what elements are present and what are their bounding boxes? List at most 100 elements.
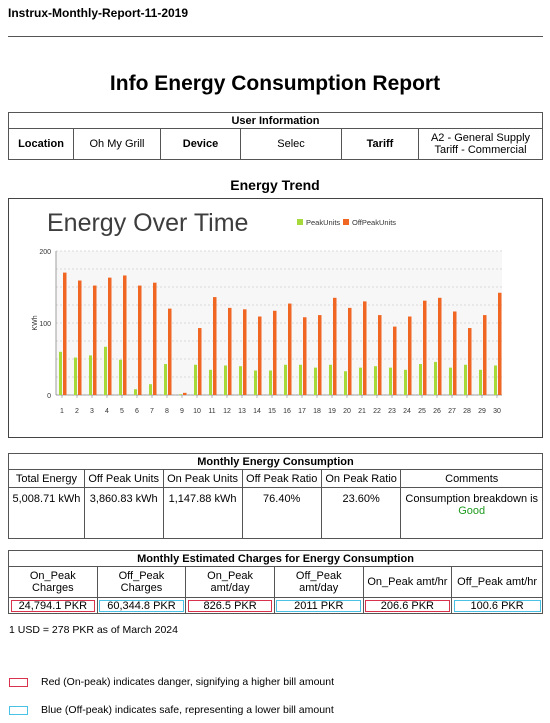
bar-off-peak-units xyxy=(378,315,382,395)
x-tick-label: 15 xyxy=(268,408,276,415)
x-tick-label: 4 xyxy=(105,408,109,415)
bar-off-peak-units xyxy=(183,392,187,395)
bar-peak-units xyxy=(449,367,452,395)
x-tick-label: 22 xyxy=(373,408,381,415)
charges-header-cell: On_Peak amt/hr xyxy=(362,566,453,598)
bar-peak-units xyxy=(269,370,272,395)
x-tick-label: 3 xyxy=(90,408,94,415)
on-peak-charges-value: 24,794.1 PKR xyxy=(8,597,98,614)
on-peak-amt-day-value: 826.5 PKR xyxy=(185,597,275,614)
monthly-header-cell: Off Peak Units xyxy=(83,469,164,488)
energy-over-time-chart: Energy Over Time PeakUnits OffPeakUnits 0 10… xyxy=(32,209,502,415)
bar-off-peak-units xyxy=(93,285,97,395)
x-tick-label: 27 xyxy=(448,408,456,415)
bar-off-peak-units xyxy=(318,315,322,395)
bar-peak-units xyxy=(299,364,302,395)
x-tick-label: 10 xyxy=(193,408,201,415)
user-information-table: User Information Location Oh My Grill De… xyxy=(8,112,543,160)
tariff-value: A2 - General Supply Tariff - Commercial xyxy=(418,128,543,160)
bar-off-peak-units xyxy=(63,272,67,395)
bar-off-peak-units xyxy=(363,301,367,395)
bar-peak-units xyxy=(314,367,317,395)
charges-header-cell: Off_Peak Charges xyxy=(96,566,187,598)
bar-peak-units xyxy=(74,357,77,395)
x-tick-label: 21 xyxy=(358,408,366,415)
bar-peak-units xyxy=(434,361,437,395)
y-tick-label: 100 xyxy=(39,321,51,328)
red-box-swatch xyxy=(9,677,28,687)
bar-peak-units xyxy=(59,351,62,395)
bar-peak-units xyxy=(254,370,257,395)
bar-peak-units xyxy=(179,394,182,395)
x-tick-label: 2 xyxy=(75,408,79,415)
monthly-consumption-table: Monthly Energy Consumption Total Energy … xyxy=(8,453,543,539)
monthly-header-cell: Off Peak Ratio xyxy=(241,469,322,488)
x-tick-label: 8 xyxy=(165,408,169,415)
x-tick-label: 12 xyxy=(223,408,231,415)
bar-peak-units xyxy=(239,366,242,395)
x-tick-label: 29 xyxy=(478,408,486,415)
legend-red-text: Red (On-peak) indicates danger, signifyi… xyxy=(41,676,335,688)
monthly-header-cell: Total Energy xyxy=(8,469,85,488)
bar-peak-units xyxy=(149,384,152,395)
comment-text: Consumption breakdown is xyxy=(405,493,539,505)
monthly-header-cell: Comments xyxy=(400,469,543,488)
bar-off-peak-units xyxy=(108,277,112,395)
x-tick-label: 11 xyxy=(208,408,215,415)
x-tick-label: 28 xyxy=(463,408,471,415)
bar-peak-units xyxy=(344,371,347,395)
device-label: Device xyxy=(160,128,241,160)
exchange-rate-note: 1 USD = 278 PKR as of March 2024 xyxy=(9,624,178,636)
charges-header-cell: On_Peak Charges xyxy=(8,566,98,598)
report-title: Info Energy Consumption Report xyxy=(109,72,441,95)
x-tick-label: 13 xyxy=(238,408,246,415)
document-header: Instrux-Monthly-Report-11-2019 xyxy=(8,6,189,20)
energy-chart-frame: Energy Over Time PeakUnits OffPeakUnits 0 10… xyxy=(8,198,543,438)
bar-off-peak-units xyxy=(78,280,82,395)
bar-off-peak-units xyxy=(273,310,277,395)
legend-blue-line: Blue (Off-peak) indicates safe, represen… xyxy=(9,704,334,716)
bar-peak-units xyxy=(104,346,107,395)
total-energy-value: 5,008.71 kWh xyxy=(8,487,85,539)
x-tick-label: 26 xyxy=(433,408,441,415)
x-tick-label: 16 xyxy=(283,408,291,415)
bar-peak-units xyxy=(224,365,227,395)
bar-off-peak-units xyxy=(453,311,457,395)
bar-off-peak-units xyxy=(138,285,142,395)
y-tick-label: 200 xyxy=(39,249,51,256)
bar-off-peak-units xyxy=(123,275,127,395)
bar-off-peak-units xyxy=(213,297,217,395)
x-tick-label: 5 xyxy=(120,408,124,415)
x-tick-label: 30 xyxy=(493,408,501,415)
monthly-header-cell: On Peak Ratio xyxy=(320,469,402,488)
bar-peak-units xyxy=(134,389,137,395)
legend-swatch xyxy=(297,219,303,225)
x-tick-label: 17 xyxy=(298,408,306,415)
blue-box-swatch xyxy=(9,705,28,715)
estimated-charges-table: Monthly Estimated Charges for Energy Con… xyxy=(8,550,543,614)
monthly-header-cell: On Peak Units xyxy=(162,469,243,488)
bar-off-peak-units xyxy=(438,297,442,395)
on-peak-units-value: 1,147.88 kWh xyxy=(162,487,243,539)
off-peak-units-value: 3,860.83 kWh xyxy=(83,487,164,539)
bar-off-peak-units xyxy=(288,303,292,395)
bar-off-peak-units xyxy=(393,326,397,395)
legend-label: OffPeakUnits xyxy=(352,218,396,227)
off-peak-ratio-value: 76.40% xyxy=(241,487,322,539)
bar-off-peak-units xyxy=(333,297,337,395)
location-value: Oh My Grill xyxy=(73,128,161,160)
header-divider xyxy=(8,36,543,37)
bar-off-peak-units xyxy=(408,316,412,395)
x-tick-label: 1 xyxy=(60,408,64,415)
bar-off-peak-units xyxy=(498,292,502,395)
charges-heading: Monthly Estimated Charges for Energy Con… xyxy=(8,550,543,567)
bar-off-peak-units xyxy=(483,315,487,395)
bar-off-peak-units xyxy=(303,317,307,395)
legend-swatch xyxy=(343,219,349,225)
chart-title: Energy Over Time xyxy=(47,209,248,237)
bar-off-peak-units xyxy=(168,308,172,395)
bar-peak-units xyxy=(374,366,377,395)
x-tick-label: 19 xyxy=(328,408,336,415)
x-tick-label: 6 xyxy=(135,408,139,415)
y-axis-label: KWh xyxy=(32,315,39,330)
